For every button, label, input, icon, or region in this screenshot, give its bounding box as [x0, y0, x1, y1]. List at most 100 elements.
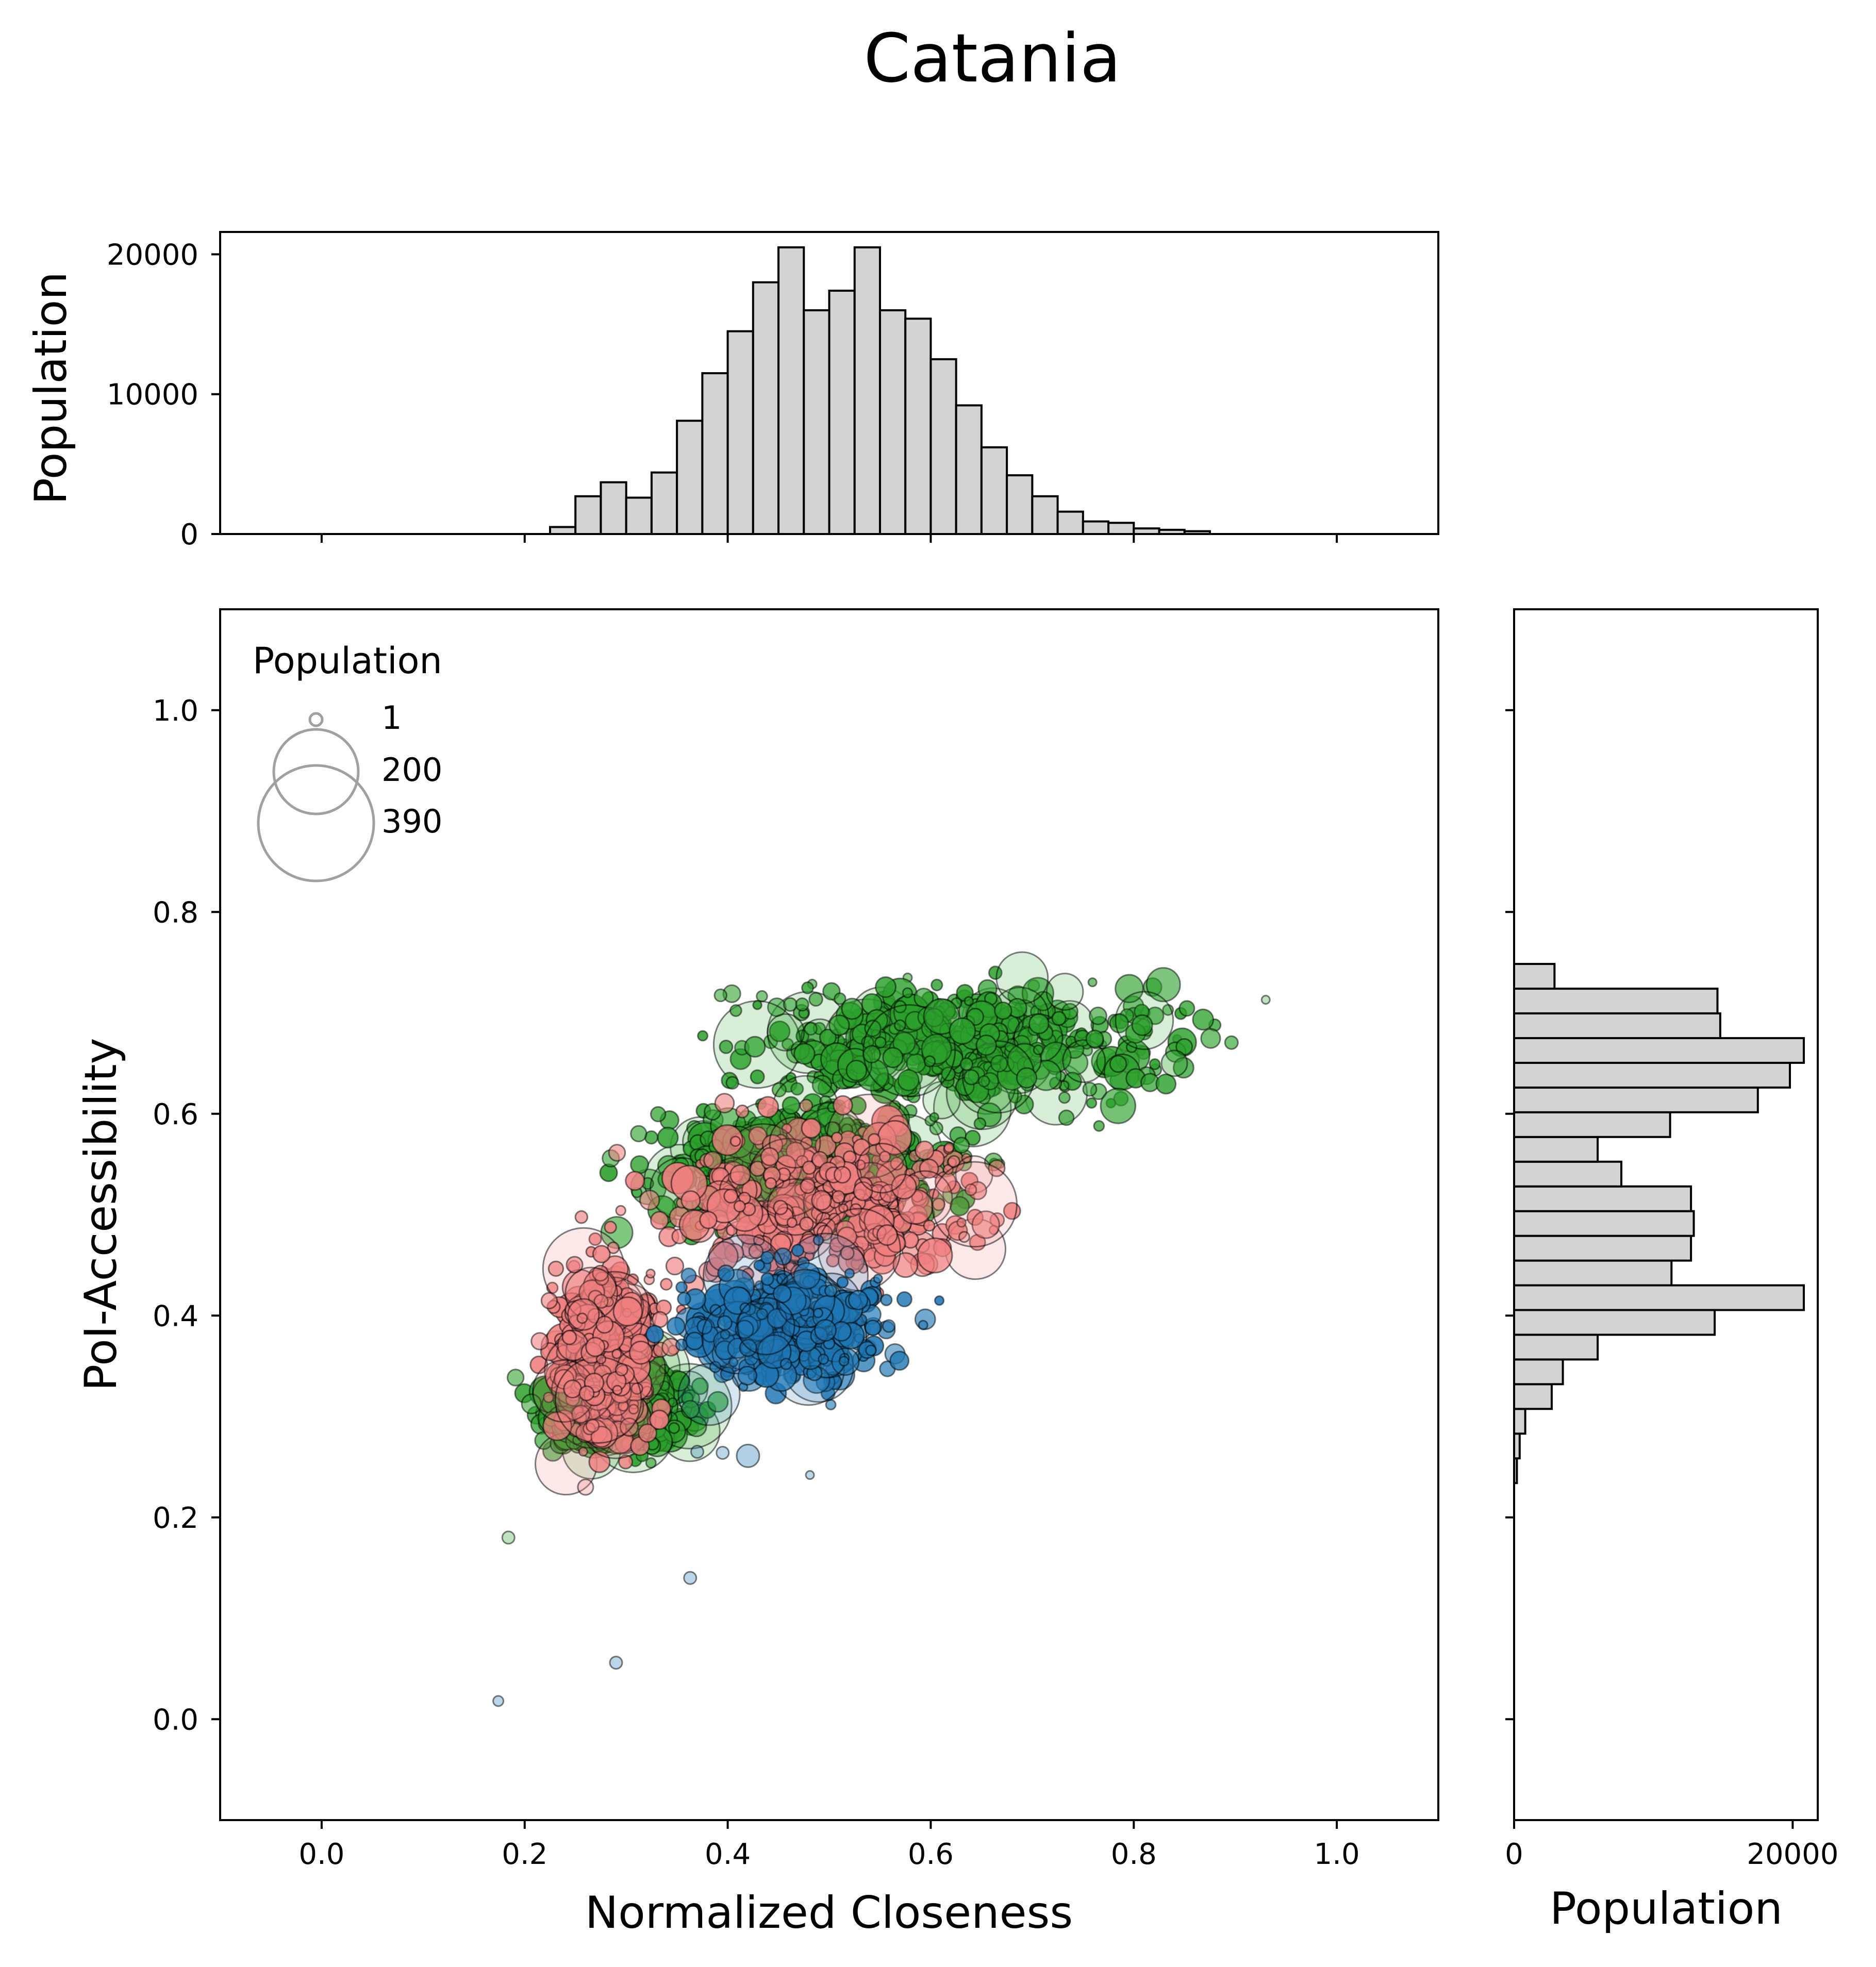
- scatter-point-green: [874, 1036, 887, 1048]
- scatter-point-blue: [812, 1308, 824, 1319]
- scatter-point-blue: [824, 1284, 838, 1297]
- top-histogram-bar: [701, 372, 729, 536]
- top-histogram-bar: [1031, 495, 1059, 535]
- scatter-point-green: [1093, 1120, 1105, 1132]
- scatter-point-blue: [873, 1273, 883, 1284]
- scatter-point-blue: [737, 1297, 795, 1356]
- scatter-point-blue: [848, 1290, 869, 1310]
- scatter-point-green: [1087, 977, 1098, 988]
- top-histogram-ticks: 0 10000 20000: [107, 238, 1338, 552]
- top-histogram-y-tick-label: 0: [180, 518, 198, 552]
- scatter-point-green: [1224, 1035, 1239, 1050]
- scatter-point-green: [713, 988, 727, 1003]
- scatter-point-green: [1062, 1039, 1106, 1083]
- scatter-point-red: [757, 1096, 779, 1118]
- right-histogram-bar: [1513, 1235, 1692, 1262]
- x-tick-label: 0.2: [502, 1838, 547, 1871]
- scatter-point-red: [665, 1256, 685, 1276]
- scatter-point-green: [630, 1125, 648, 1143]
- size-legend-label-large: 390: [381, 803, 442, 840]
- top-histogram-bar: [676, 420, 704, 535]
- scatter-outlier: [716, 1445, 730, 1460]
- scatter-point-red: [723, 1188, 739, 1204]
- top-histogram-bar: [726, 330, 754, 535]
- scatter-point-blue: [882, 1319, 896, 1333]
- y-tick-label: 1.0: [153, 694, 198, 728]
- scatter-point-blue: [717, 1264, 735, 1282]
- top-histogram-bar: [980, 446, 1008, 536]
- scatter-point-green: [1016, 1067, 1038, 1089]
- scatter-point-blue: [737, 1365, 757, 1386]
- scatter-point-red: [915, 1140, 935, 1160]
- right-histogram-bar: [1513, 1012, 1721, 1039]
- scatter-point-blue: [889, 1351, 910, 1371]
- scatter-outlier: [577, 1478, 594, 1496]
- scatter-point-green: [811, 1075, 833, 1095]
- scatter-point-red: [547, 1260, 565, 1277]
- top-histogram-bar: [600, 481, 627, 535]
- top-histogram-bar: [777, 246, 805, 535]
- scatter-point-green: [988, 965, 1003, 980]
- scatter-point-green: [1028, 1013, 1050, 1035]
- scatter-point-red: [773, 1199, 789, 1215]
- top-histogram-bar: [1006, 474, 1034, 535]
- right-histogram-bar: [1513, 1185, 1692, 1212]
- scatter-point-blue: [918, 1320, 928, 1330]
- top-histogram-y-axis-label: Population: [25, 272, 77, 505]
- scatter-point-blue: [717, 1315, 733, 1331]
- y-tick-label: 0.8: [153, 896, 198, 929]
- figure-title: Catania: [864, 19, 1121, 97]
- scatter-point-green: [1058, 1091, 1071, 1104]
- scatter-point-blue: [896, 1291, 912, 1308]
- scatter-point-green: [963, 1069, 979, 1086]
- scatter-point-red: [931, 1161, 1018, 1248]
- scatter-outlier: [690, 1445, 705, 1459]
- scatter-point-green: [990, 1054, 1008, 1073]
- scatter-point-green: [729, 1004, 742, 1017]
- top-histogram-bar: [625, 496, 653, 535]
- scatter-point-red: [832, 1190, 845, 1204]
- scatter-point-green: [1088, 1006, 1107, 1025]
- scatter-point-green: [875, 976, 897, 998]
- scatter-point-red: [660, 1278, 673, 1291]
- scatter-point-green: [1109, 1013, 1130, 1033]
- scatter-point-green: [506, 1369, 525, 1387]
- scatter-point-red: [735, 1104, 750, 1119]
- top-histogram-y-tick-label: 10000: [107, 378, 198, 412]
- top-histogram-bar: [853, 246, 881, 535]
- scatter-outlier: [1160, 1049, 1188, 1077]
- scatter-point-green: [892, 1031, 916, 1055]
- right-histogram-bar: [1513, 1284, 1805, 1311]
- right-histogram-bar: [1513, 1210, 1695, 1237]
- scatter-point-blue: [865, 1344, 877, 1357]
- scatter-point-red: [561, 1329, 577, 1345]
- scatter-outlier: [501, 1530, 516, 1545]
- scatter-point-red: [540, 1292, 558, 1310]
- scatter-point-green: [725, 1076, 739, 1090]
- scatter-point-green: [862, 1045, 881, 1064]
- scatter-point-green: [964, 996, 974, 1006]
- scatter-point-red: [923, 1219, 936, 1232]
- scatter-point-green: [750, 1069, 765, 1085]
- scatter-point-blue: [760, 1272, 774, 1286]
- scatter-point-red: [714, 1093, 735, 1113]
- top-histogram-bar: [1056, 510, 1084, 535]
- scatter-point-red: [649, 1409, 670, 1430]
- scatter-point-green: [1109, 1055, 1127, 1073]
- scatter-point-green: [828, 1014, 850, 1036]
- scatter-point-green: [752, 999, 762, 1010]
- top-histogram-bar: [803, 309, 831, 535]
- x-tick-label: 0.6: [908, 1838, 954, 1871]
- right-histogram-x-tick-label: 20000: [1747, 1838, 1838, 1871]
- top-histogram-bar: [904, 318, 932, 535]
- scatter-point-green: [994, 1002, 1012, 1020]
- scatter-point-blue: [836, 1276, 849, 1289]
- scatter-outlier: [683, 1571, 698, 1585]
- scatter-point-red: [699, 1211, 718, 1229]
- top-histogram-frame: [219, 231, 1439, 535]
- scatter-point-green: [834, 992, 846, 1005]
- scatter-point-red: [530, 1332, 549, 1351]
- right-histogram-bar: [1513, 1309, 1716, 1336]
- scatter-point-red: [650, 1211, 669, 1230]
- top-histogram-bar: [574, 495, 602, 535]
